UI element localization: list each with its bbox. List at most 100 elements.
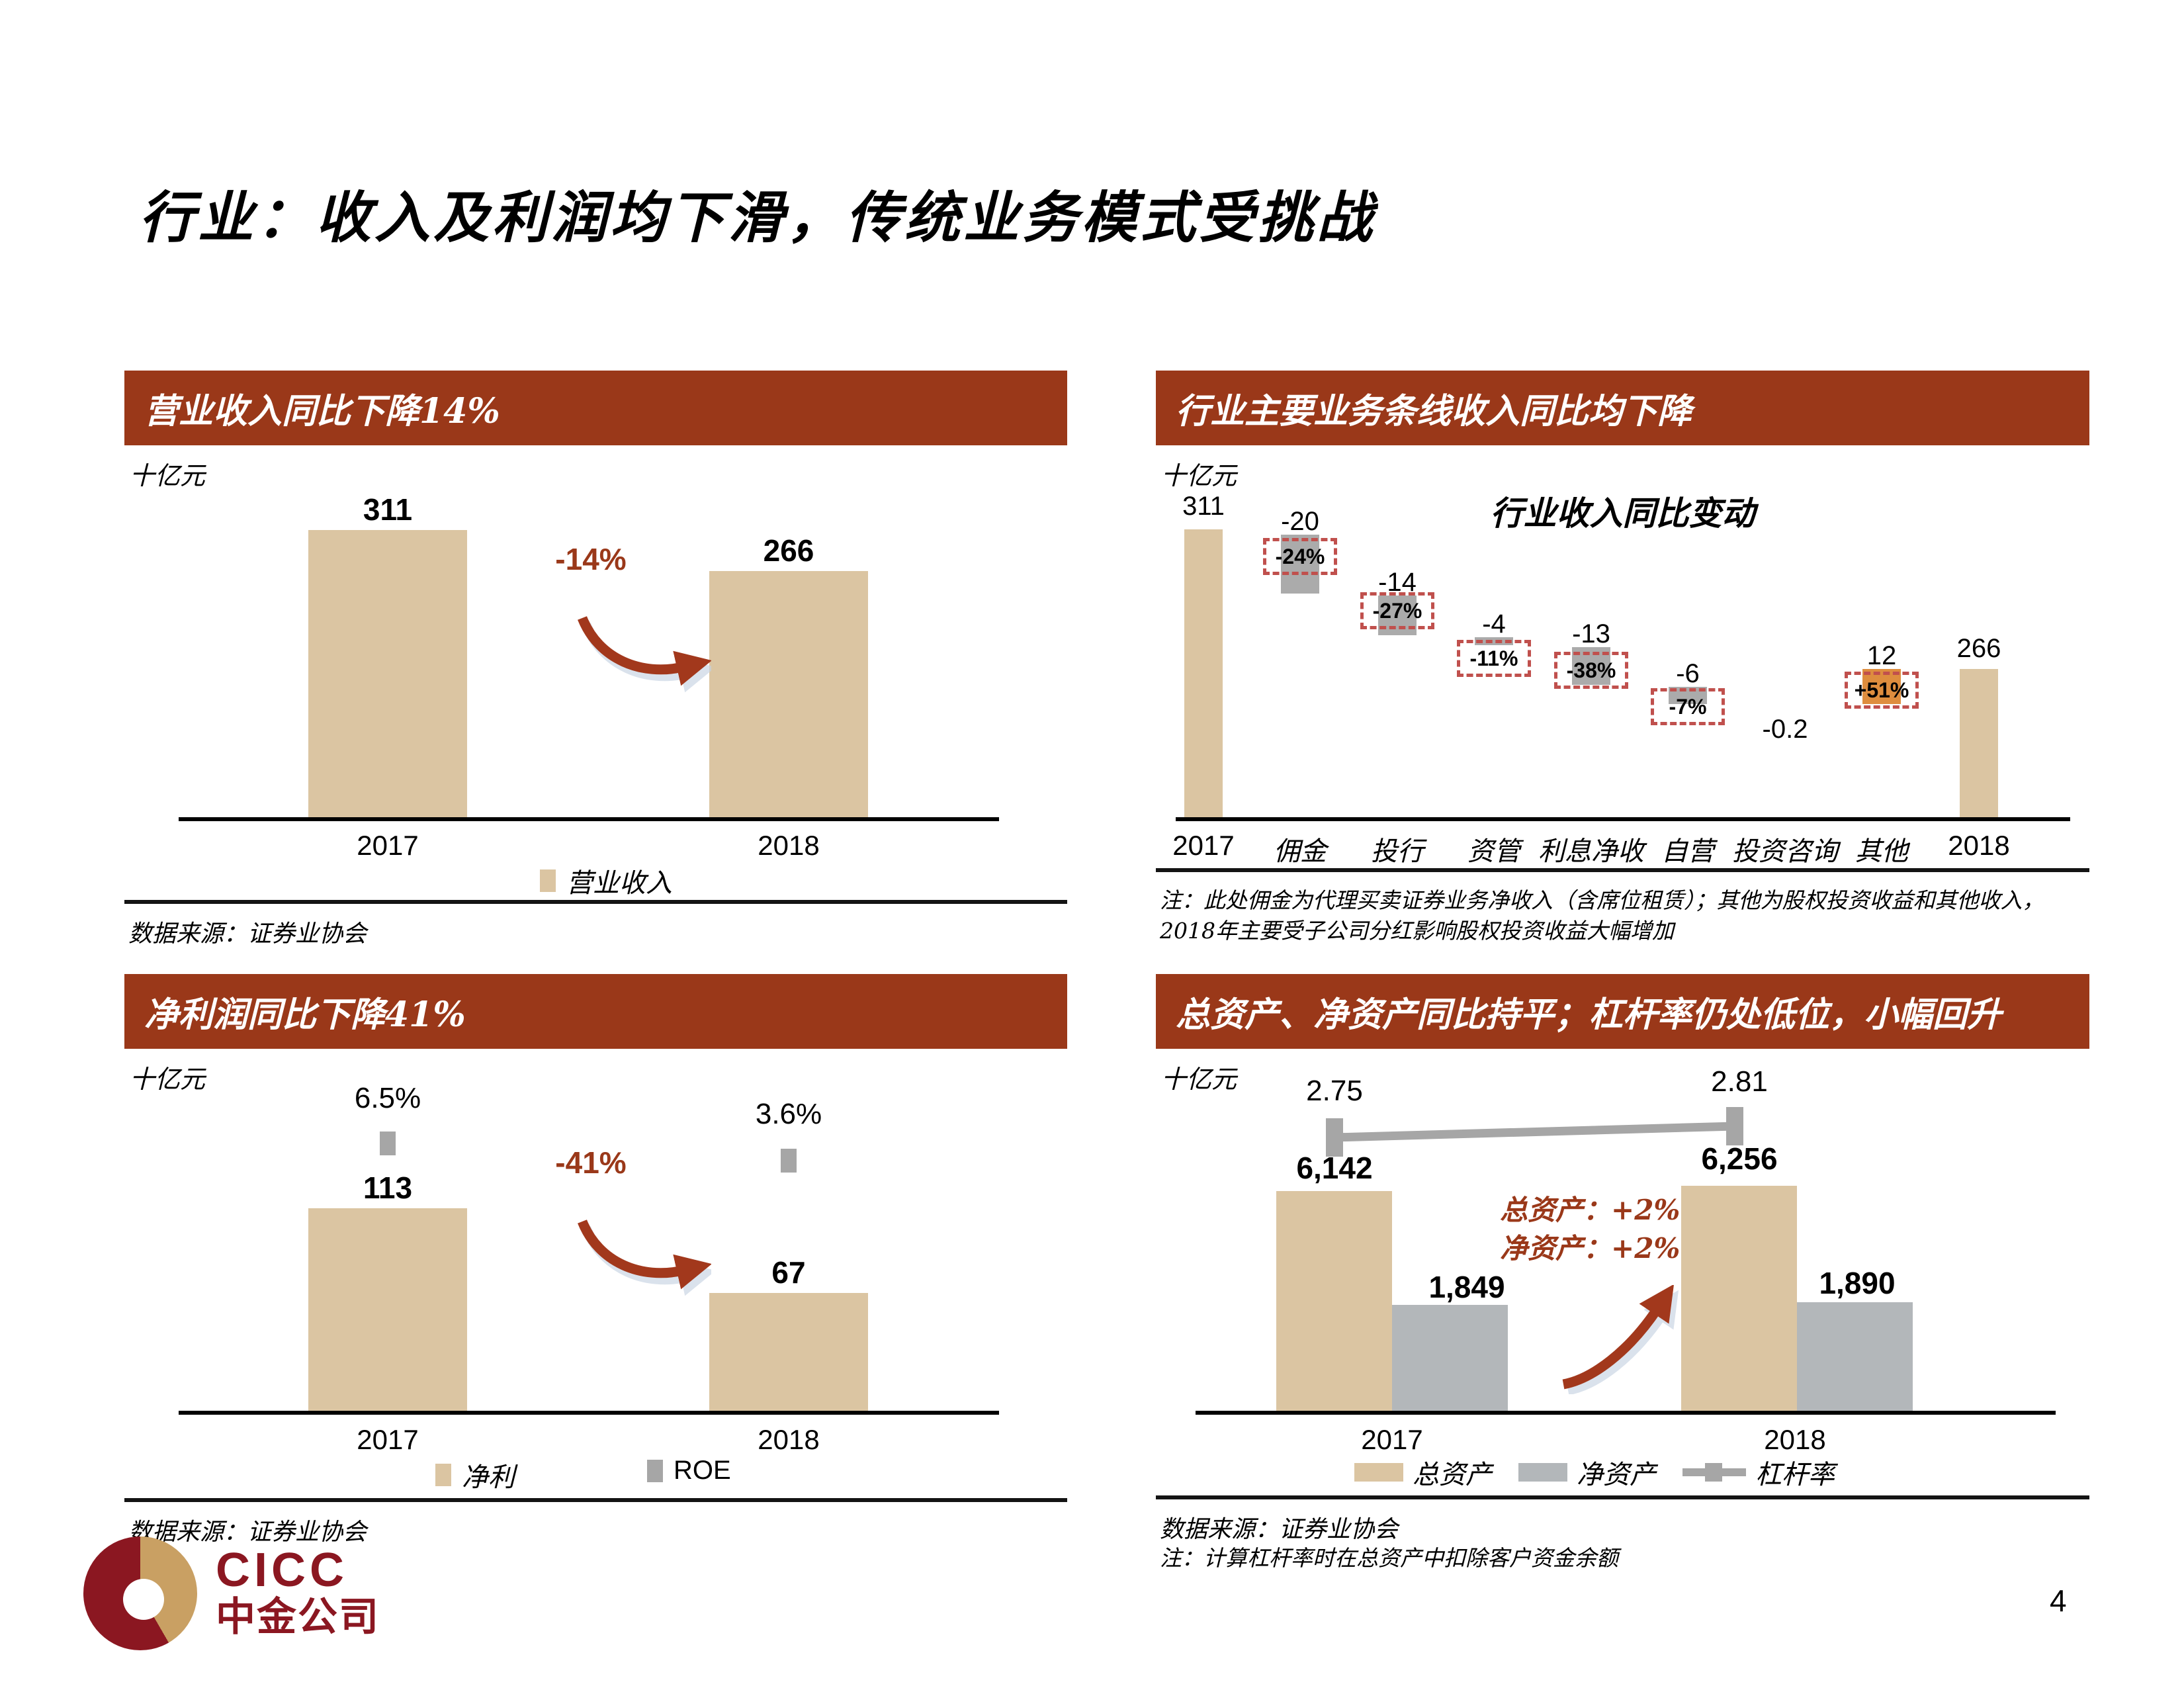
revenue-xlabel-2018: 2018 bbox=[758, 830, 820, 861]
down-trend-arrow-icon bbox=[578, 1220, 711, 1296]
assets-panel-header: 总资产、净资产同比持平；杠杆率仍处低位，小幅回升 bbox=[1156, 974, 2089, 1049]
up-trend-arrow-icon bbox=[1562, 1285, 1679, 1394]
revenue-value-2018: 266 bbox=[763, 533, 814, 568]
profit-legend-roe: ROE bbox=[647, 1456, 731, 1486]
cicc-logo-cn: 中金公司 bbox=[216, 1595, 380, 1639]
waterfall-category-label: 投行 bbox=[1371, 836, 1424, 867]
revenue-x-axis bbox=[179, 817, 999, 821]
profit-xlabel-2017: 2017 bbox=[357, 1424, 419, 1455]
roe-legend-label: ROE bbox=[674, 1456, 731, 1485]
waterfall-pct-box: +51% bbox=[1845, 672, 1919, 709]
waterfall-pct-box: -38% bbox=[1554, 652, 1628, 689]
panel-revenue: 营业收入同比下降14% 十亿元 311 266 -14% 2017 2018 bbox=[124, 371, 1067, 953]
revenue-legend-label: 营业收入 bbox=[566, 868, 672, 899]
cicc-logo-en: CICC bbox=[216, 1544, 348, 1597]
panel-assets: 总资产、净资产同比持平；杠杆率仍处低位，小幅回升 十亿元 2.75 2.81 6… bbox=[1156, 974, 2089, 1589]
total-assets-legend-swatch bbox=[1354, 1463, 1403, 1482]
panel-business-lines: 行业主要业务条线收入同比均下降 十亿元 行业收入同比变动 311 2017 -20-… bbox=[1156, 371, 2089, 953]
profit-value-2018: 67 bbox=[771, 1255, 806, 1290]
lines-note-line2: 2018年主要受子公司分红影响股权投资收益大幅增加 bbox=[1160, 918, 1674, 944]
revenue-xlabel-2017: 2017 bbox=[357, 830, 419, 861]
waterfall-pct-box: -24% bbox=[1263, 538, 1337, 575]
waterfall-value-label: -4 bbox=[1482, 609, 1506, 639]
assets-legend-item-equity: 净资产 bbox=[1518, 1453, 1656, 1491]
revenue-source: 数据来源：证券业协会 bbox=[128, 920, 367, 948]
waterfall-x-axis bbox=[1176, 817, 2070, 821]
assets-separator bbox=[1156, 1495, 2089, 1499]
leverage-legend-label: 杠杆率 bbox=[1755, 1460, 1835, 1490]
profit-value-2017: 113 bbox=[363, 1171, 413, 1205]
waterfall-value-label: -6 bbox=[1676, 659, 1700, 688]
waterfall-value-label: 266 bbox=[1956, 634, 2001, 663]
profit-bar-2017 bbox=[308, 1208, 467, 1411]
waterfall-value-label: -0.2 bbox=[1762, 715, 1808, 744]
profit-panel-header: 净利润同比下降41% bbox=[124, 974, 1067, 1049]
leverage-value-2017: 2.75 bbox=[1306, 1075, 1363, 1107]
lines-unit-label: 十亿元 bbox=[1161, 461, 1237, 490]
assets-annotation-line2: 净资产：+2% bbox=[1500, 1232, 1681, 1265]
roe-legend-swatch bbox=[647, 1459, 663, 1482]
leverage-legend-swatch bbox=[1682, 1463, 1746, 1482]
revenue-legend-swatch bbox=[540, 869, 556, 892]
waterfall-category-label: 2017 bbox=[1172, 830, 1235, 861]
waterfall-pct-box: -11% bbox=[1457, 640, 1531, 677]
waterfall-category-label: 投资咨询 bbox=[1732, 836, 1838, 867]
cicc-logo: CICC 中金公司 bbox=[83, 1536, 380, 1650]
revenue-value-2017: 311 bbox=[363, 492, 413, 527]
waterfall-category-label: 自营 bbox=[1661, 836, 1714, 867]
profit-x-axis bbox=[179, 1411, 999, 1415]
assets-source: 数据来源：证券业协会 bbox=[1160, 1516, 1399, 1543]
assets-xlabel-2018: 2018 bbox=[1764, 1424, 1826, 1455]
net-assets-legend-label: 净资产 bbox=[1577, 1460, 1656, 1490]
cicc-logo-text: CICC 中金公司 bbox=[216, 1546, 380, 1640]
assets-value-2018: 6,256 bbox=[1701, 1141, 1778, 1176]
waterfall-value-label: -20 bbox=[1281, 507, 1319, 536]
revenue-panel-header: 营业收入同比下降14% bbox=[124, 371, 1067, 445]
revenue-legend: 营业收入 bbox=[540, 862, 672, 900]
waterfall-category-label: 利息净收 bbox=[1538, 836, 1644, 867]
leverage-line bbox=[1326, 1107, 1743, 1157]
total-assets-legend-label: 总资产 bbox=[1413, 1460, 1492, 1490]
revenue-change-label: -14% bbox=[555, 542, 627, 576]
waterfall-category-label: 资管 bbox=[1467, 836, 1520, 867]
profit-change-label: -41% bbox=[555, 1145, 627, 1180]
assets-value-2017: 6,142 bbox=[1296, 1151, 1373, 1185]
netprofit-legend-label: 净利 bbox=[462, 1462, 515, 1493]
waterfall-value-label: -14 bbox=[1378, 568, 1417, 597]
lines-note-line1: 注：此处佣金为代理买卖证券业务净收入（含席位租赁）；其他为股权投资收益和其他收入… bbox=[1160, 887, 2044, 913]
waterfall-bar-2017 bbox=[1184, 529, 1223, 817]
lines-separator bbox=[1156, 868, 2089, 872]
assets-xlabel-2017: 2017 bbox=[1361, 1424, 1423, 1455]
revenue-bar-2017 bbox=[308, 530, 467, 817]
equity-value-2018: 1,890 bbox=[1819, 1266, 1896, 1300]
roe-value-2017: 6.5% bbox=[354, 1082, 421, 1114]
revenue-separator bbox=[124, 900, 1067, 904]
roe-marker-2017 bbox=[380, 1132, 396, 1155]
total-assets-bar-2017 bbox=[1276, 1191, 1392, 1411]
waterfall-value-label: 12 bbox=[1866, 641, 1897, 670]
net-assets-legend-swatch bbox=[1518, 1463, 1567, 1482]
assets-legend-item-leverage: 杠杆率 bbox=[1682, 1453, 1835, 1491]
cicc-logo-ring-icon bbox=[83, 1536, 197, 1650]
profit-header-text: 净利润同比下降41% bbox=[144, 995, 466, 1035]
waterfall-category-label: 佣金 bbox=[1274, 836, 1327, 867]
waterfall-value-label: 311 bbox=[1182, 492, 1225, 521]
profit-source: 数据来源：证券业协会 bbox=[128, 1519, 367, 1546]
profit-unit-label: 十亿元 bbox=[130, 1065, 206, 1094]
equity-value-2017: 1,849 bbox=[1428, 1270, 1505, 1304]
revenue-unit-label: 十亿元 bbox=[130, 461, 206, 490]
waterfall-chart: 311 2017 -20 -24% 佣金 -14 -27% 投行 -4 -11% 资管 -13 -38%… bbox=[1156, 371, 2089, 953]
waterfall-bar-佣金 bbox=[1281, 535, 1319, 594]
profit-legend-netprofit: 净利 bbox=[435, 1456, 515, 1494]
waterfall-bar-2018 bbox=[1960, 669, 1998, 817]
assets-annotation: 总资产：+2% 净资产：+2% bbox=[1500, 1191, 1680, 1268]
lines-panel-header: 行业主要业务条线收入同比均下降 bbox=[1156, 371, 2089, 445]
waterfall-pct-box: -27% bbox=[1360, 592, 1434, 629]
roe-marker-2018 bbox=[781, 1149, 797, 1173]
waterfall-value-label: -13 bbox=[1572, 619, 1610, 648]
waterfall-chart-title: 行业收入同比变动 bbox=[1490, 494, 1755, 533]
waterfall-category-label: 2018 bbox=[1948, 830, 2010, 861]
profit-xlabel-2018: 2018 bbox=[758, 1424, 820, 1455]
page-title: 行业：收入及利润均下滑，传统业务模式受挑战 bbox=[139, 185, 1376, 250]
